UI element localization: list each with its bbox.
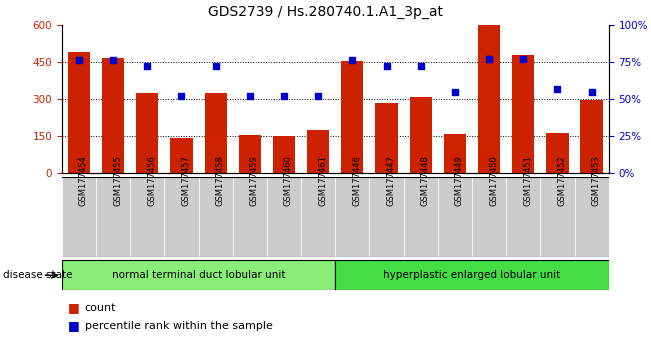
Point — [415, 64, 426, 69]
Bar — [335, 177, 370, 257]
Text: GSM177453: GSM177453 — [592, 155, 601, 206]
Text: GSM177452: GSM177452 — [557, 156, 566, 206]
Text: GSM177459: GSM177459 — [250, 156, 259, 206]
Text: normal terminal duct lobular unit: normal terminal duct lobular unit — [112, 270, 285, 280]
Point — [279, 93, 289, 99]
Bar — [540, 177, 575, 257]
Bar — [307, 130, 329, 173]
Bar — [370, 177, 404, 257]
Bar — [478, 25, 500, 173]
Bar — [472, 177, 506, 257]
Bar — [512, 55, 534, 173]
Bar — [199, 177, 233, 257]
Text: GSM177461: GSM177461 — [318, 155, 327, 206]
Point — [176, 93, 187, 99]
Point — [484, 56, 494, 62]
Bar — [335, 260, 609, 290]
Bar — [62, 260, 335, 290]
Text: GSM177456: GSM177456 — [147, 155, 156, 206]
Point — [381, 64, 392, 69]
Text: GSM177458: GSM177458 — [215, 155, 225, 206]
Point — [245, 93, 255, 99]
Bar — [102, 58, 124, 173]
Bar — [96, 177, 130, 257]
Text: GSM177457: GSM177457 — [182, 155, 191, 206]
Bar — [136, 93, 158, 173]
Bar — [171, 137, 193, 173]
Text: GSM177447: GSM177447 — [387, 155, 396, 206]
Text: GSM177448: GSM177448 — [421, 155, 430, 206]
Bar — [546, 133, 568, 173]
Text: GSM177451: GSM177451 — [523, 156, 533, 206]
Text: GSM177460: GSM177460 — [284, 155, 293, 206]
Bar — [409, 97, 432, 173]
Text: hyperplastic enlarged lobular unit: hyperplastic enlarged lobular unit — [383, 270, 561, 280]
Bar — [301, 177, 335, 257]
Bar — [404, 177, 437, 257]
Bar — [62, 177, 96, 257]
Bar — [437, 177, 472, 257]
Point — [108, 58, 118, 63]
Bar — [233, 177, 267, 257]
Point — [552, 86, 562, 92]
Point — [313, 93, 324, 99]
Bar — [273, 136, 295, 173]
Point — [518, 56, 529, 62]
Text: count: count — [85, 303, 116, 313]
Text: GDS2739 / Hs.280740.1.A1_3p_at: GDS2739 / Hs.280740.1.A1_3p_at — [208, 5, 443, 19]
Bar — [267, 177, 301, 257]
Bar — [239, 135, 261, 173]
Text: GSM177449: GSM177449 — [455, 156, 464, 206]
Point — [450, 89, 460, 95]
Text: disease state: disease state — [3, 270, 73, 280]
Bar — [444, 134, 466, 173]
Bar — [575, 177, 609, 257]
Point — [142, 64, 152, 69]
Text: ■: ■ — [68, 319, 80, 332]
Point — [347, 58, 357, 63]
Bar — [204, 93, 227, 173]
Bar — [376, 103, 398, 173]
Text: GSM177450: GSM177450 — [489, 156, 498, 206]
Bar — [581, 101, 603, 173]
Text: GSM177454: GSM177454 — [79, 156, 88, 206]
Bar — [341, 61, 363, 173]
Point — [74, 58, 84, 63]
Bar — [68, 52, 90, 173]
Text: GSM177446: GSM177446 — [352, 155, 361, 206]
Point — [210, 64, 221, 69]
Text: GSM177455: GSM177455 — [113, 156, 122, 206]
Bar — [164, 177, 199, 257]
Text: percentile rank within the sample: percentile rank within the sample — [85, 321, 273, 331]
Point — [587, 89, 597, 95]
Bar — [506, 177, 540, 257]
Text: ■: ■ — [68, 302, 80, 314]
Bar — [130, 177, 164, 257]
